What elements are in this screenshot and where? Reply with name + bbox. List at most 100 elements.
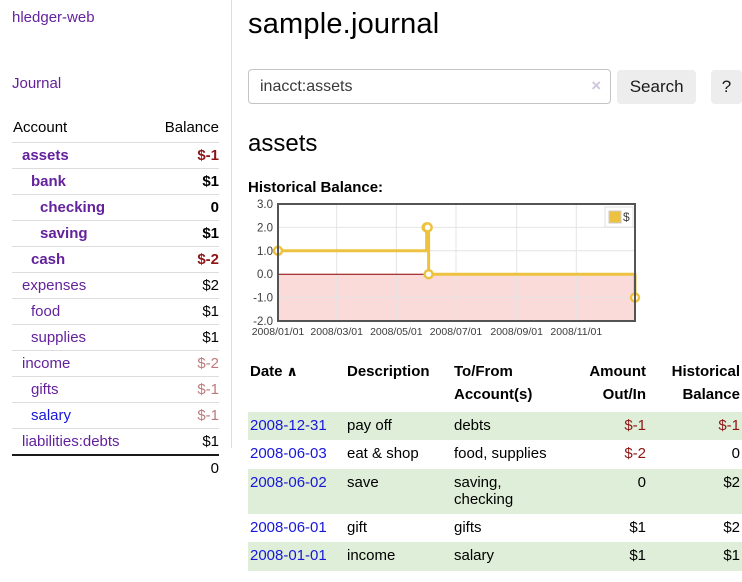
svg-text:2008/09/01: 2008/09/01 bbox=[490, 326, 543, 338]
amount-cell: 0 bbox=[637, 473, 646, 491]
account-balance: $1 bbox=[202, 433, 219, 450]
account-row: supplies $1 bbox=[12, 324, 219, 350]
description-cell: pay off bbox=[347, 417, 392, 434]
accounts-cell: food, supplies bbox=[454, 445, 547, 463]
balance-column-header: Balance bbox=[164, 119, 219, 136]
description-cell: income bbox=[347, 547, 396, 565]
account-row: liabilities:debts $1 bbox=[12, 428, 219, 454]
account-balance: $-2 bbox=[197, 355, 219, 372]
balance-cell: $2 bbox=[723, 519, 740, 536]
historical-balance-chart: 3.0 2.0 1.0 0.0 -1.0 -2.0 2008/01/01 2008/03/01… bbox=[248, 199, 742, 345]
account-balance: $-2 bbox=[197, 251, 219, 268]
account-row: assets $-1 bbox=[12, 142, 219, 168]
search-button[interactable]: Search bbox=[617, 69, 697, 104]
account-balance: $-1 bbox=[197, 381, 219, 398]
account-link[interactable]: liabilities:debts bbox=[22, 433, 120, 450]
account-balance: $1 bbox=[202, 303, 219, 320]
accounts-cell: gifts bbox=[454, 519, 482, 536]
clear-search-icon[interactable]: × bbox=[591, 76, 602, 95]
transaction-date-link[interactable]: 2008-06-03 bbox=[250, 445, 327, 463]
accounts-cell: salary bbox=[454, 547, 495, 565]
svg-text:1.0: 1.0 bbox=[257, 246, 273, 258]
sort-asc-icon: ∧ bbox=[286, 363, 298, 379]
account-link[interactable]: food bbox=[31, 303, 61, 320]
account-link[interactable]: checking bbox=[40, 199, 106, 216]
account-column-header: Account bbox=[13, 119, 68, 136]
accounts-table: Account Balance assets $-1 bank $1 checking 0… bbox=[12, 115, 219, 481]
svg-text:2008/11/01: 2008/11/01 bbox=[550, 326, 602, 338]
account-link[interactable]: gifts bbox=[31, 381, 59, 398]
account-row: gifts $-1 bbox=[12, 376, 219, 402]
account-balance: $1 bbox=[202, 173, 219, 190]
help-button[interactable]: ? bbox=[711, 69, 742, 104]
accounts-table-header: Account Balance bbox=[12, 115, 219, 142]
account-row: food $1 bbox=[12, 298, 219, 324]
transaction-date-link[interactable]: 2008-06-01 bbox=[250, 519, 327, 536]
col-header-date[interactable]: Date ∧ bbox=[250, 363, 298, 380]
svg-text:-2.0: -2.0 bbox=[253, 316, 273, 328]
transaction-row: 2008-06-01 gift gifts $1 $2 bbox=[248, 514, 742, 542]
svg-text:$: $ bbox=[623, 210, 630, 224]
account-row: checking 0 bbox=[12, 194, 219, 220]
svg-text:2008/05/01: 2008/05/01 bbox=[370, 326, 423, 338]
transaction-date-link[interactable]: 2008-06-02 bbox=[250, 473, 327, 491]
account-link[interactable]: income bbox=[22, 355, 71, 372]
app-brand-link[interactable]: hledger-web bbox=[12, 9, 95, 26]
amount-cell: $-2 bbox=[624, 445, 646, 463]
total-balance: 0 bbox=[210, 460, 219, 477]
account-link[interactable]: salary bbox=[31, 407, 72, 424]
account-row: expenses $2 bbox=[12, 272, 219, 298]
transaction-row: 2008-06-02 save saving, checking 0 $2 bbox=[248, 468, 742, 514]
balance-cell: 0 bbox=[731, 445, 740, 463]
balance-cell: $2 bbox=[723, 473, 740, 491]
account-balance: 0 bbox=[210, 199, 219, 216]
svg-text:3.0: 3.0 bbox=[257, 199, 273, 211]
svg-text:2.0: 2.0 bbox=[257, 222, 273, 234]
chart-title-label: Historical Balance: bbox=[248, 179, 384, 196]
register-table: Date ∧ Description To/From Account(s) Amount O… bbox=[248, 358, 742, 571]
transaction-row: 2008-01-01 income salary $1 $1 bbox=[248, 542, 742, 571]
balance-cell: $1 bbox=[723, 547, 740, 565]
accounts-cell: saving, checking bbox=[454, 473, 514, 508]
account-link[interactable]: saving bbox=[40, 225, 88, 242]
transaction-row: 2008-12-31 pay off debts $-1 $-1 bbox=[248, 412, 742, 441]
description-cell: save bbox=[347, 473, 379, 491]
amount-cell: $1 bbox=[629, 547, 646, 565]
account-link[interactable]: assets bbox=[22, 147, 69, 164]
account-balance: $1 bbox=[202, 329, 219, 346]
svg-text:2008/07/01: 2008/07/01 bbox=[430, 326, 483, 338]
accounts-cell: debts bbox=[454, 417, 491, 434]
description-cell: eat & shop bbox=[347, 445, 419, 463]
search-input[interactable] bbox=[248, 69, 612, 104]
account-row: bank $1 bbox=[12, 168, 219, 194]
account-link[interactable]: cash bbox=[31, 251, 66, 268]
col-header-to/from-accounts: To/From Account(s) bbox=[454, 363, 533, 403]
col-header-description: Description bbox=[347, 363, 430, 380]
col-header-historical-balance: Historical Balance bbox=[671, 363, 740, 403]
transaction-date-link[interactable]: 2008-12-31 bbox=[250, 417, 327, 434]
amount-cell: $-1 bbox=[624, 417, 646, 434]
transaction-row: 2008-06-03 eat & shop food, supplies $-2 0 bbox=[248, 440, 742, 468]
svg-text:-1.0: -1.0 bbox=[253, 293, 273, 305]
account-link[interactable]: supplies bbox=[31, 329, 87, 346]
account-link[interactable]: expenses bbox=[22, 277, 87, 294]
svg-text:2008/01/01: 2008/01/01 bbox=[252, 326, 305, 338]
sidebar: hledger-web Journal Account Balance asse… bbox=[0, 0, 232, 477]
transaction-date-link[interactable]: 2008-01-01 bbox=[250, 547, 327, 565]
search-form: × Search ? bbox=[248, 68, 742, 105]
description-cell: gift bbox=[347, 519, 368, 536]
account-balance: $-1 bbox=[197, 147, 219, 164]
sidebar-item-journal[interactable]: Journal bbox=[12, 75, 62, 92]
col-header-amount-out/in: Amount Out/In bbox=[589, 363, 646, 403]
balance-cell: $-1 bbox=[718, 417, 740, 434]
account-heading: assets bbox=[248, 130, 318, 157]
account-row: cash $-2 bbox=[12, 246, 219, 272]
main-content: sample.journal × Search ? assets Histori… bbox=[248, 0, 742, 571]
svg-text:2008/03/01: 2008/03/01 bbox=[310, 326, 363, 338]
account-link[interactable]: bank bbox=[31, 173, 67, 190]
account-row: income $-2 bbox=[12, 350, 219, 376]
account-row: salary $-1 bbox=[12, 402, 219, 428]
amount-cell: $1 bbox=[629, 519, 646, 536]
svg-text:0.0: 0.0 bbox=[257, 269, 273, 281]
